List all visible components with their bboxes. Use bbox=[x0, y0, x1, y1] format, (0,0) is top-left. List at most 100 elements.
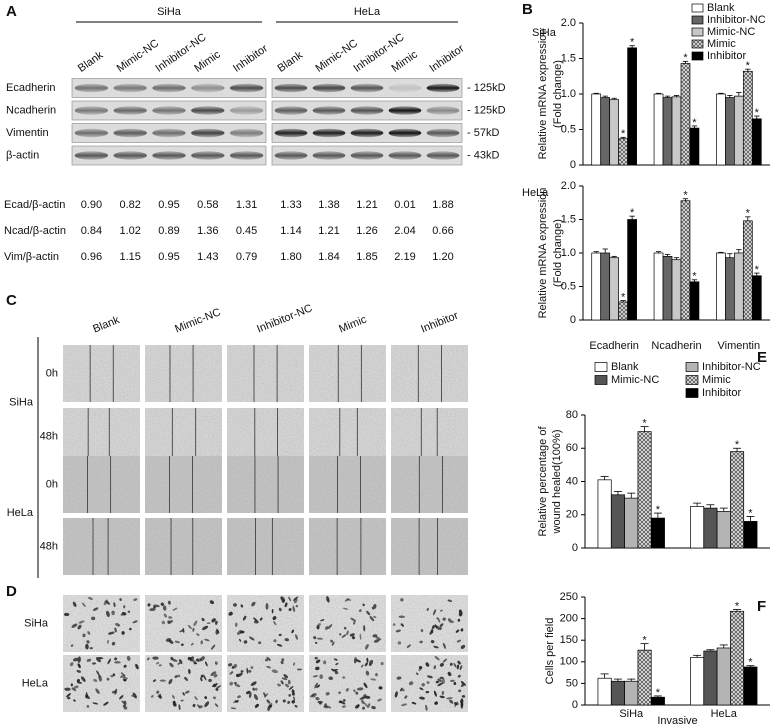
cell bbox=[169, 662, 174, 668]
cell bbox=[113, 602, 116, 608]
cell bbox=[167, 620, 171, 624]
row-label: SiHa bbox=[24, 617, 49, 629]
cell bbox=[212, 683, 217, 688]
significance-mark: * bbox=[656, 504, 661, 516]
cell bbox=[359, 697, 365, 700]
cell bbox=[441, 677, 445, 684]
cell bbox=[161, 620, 166, 625]
cell bbox=[80, 676, 86, 682]
cell bbox=[288, 596, 292, 602]
time-label: 0h bbox=[46, 478, 58, 490]
cell bbox=[160, 602, 165, 606]
blot-band bbox=[350, 83, 384, 93]
cell bbox=[296, 668, 302, 671]
cell bbox=[76, 678, 81, 683]
cell bbox=[281, 677, 288, 681]
legend-label: Mimic bbox=[707, 38, 736, 50]
cell bbox=[364, 662, 368, 667]
cell bbox=[251, 601, 256, 607]
cell bbox=[242, 615, 247, 621]
cell bbox=[318, 702, 322, 705]
bar bbox=[597, 479, 612, 549]
cell bbox=[458, 609, 463, 616]
cell bbox=[120, 672, 125, 677]
cell bbox=[434, 655, 440, 661]
cell bbox=[314, 641, 318, 644]
cell bbox=[293, 598, 298, 604]
cell bbox=[123, 706, 128, 710]
cell bbox=[315, 666, 320, 671]
cell bbox=[147, 603, 151, 607]
ratio-value: 1.15 bbox=[119, 251, 140, 263]
size-label: - 57kD bbox=[467, 127, 499, 139]
cell bbox=[157, 693, 162, 698]
cell bbox=[460, 684, 464, 687]
blot-band bbox=[229, 128, 264, 138]
cell bbox=[437, 617, 441, 623]
bar bbox=[689, 127, 700, 166]
cell bbox=[369, 615, 375, 622]
cell bbox=[320, 619, 325, 622]
ratio-value: 0.66 bbox=[432, 225, 453, 237]
cell bbox=[71, 687, 77, 692]
significance-mark: * bbox=[692, 271, 697, 283]
cell bbox=[107, 658, 111, 665]
x-tick-label: Ecadherin bbox=[589, 340, 639, 352]
cell bbox=[201, 617, 205, 622]
cell bbox=[120, 612, 125, 616]
cell bbox=[319, 674, 323, 680]
cell bbox=[172, 607, 178, 611]
cell bbox=[111, 690, 117, 694]
cell bbox=[419, 687, 424, 691]
y-tick-label: 100 bbox=[560, 656, 578, 668]
cell bbox=[72, 657, 79, 662]
cell bbox=[458, 689, 462, 693]
bar bbox=[600, 97, 611, 166]
cell bbox=[406, 644, 411, 648]
cell bbox=[330, 639, 333, 643]
micrograph-texture bbox=[227, 655, 304, 712]
cell bbox=[447, 671, 452, 677]
cell bbox=[106, 610, 110, 618]
cell bbox=[114, 661, 121, 664]
cell bbox=[421, 683, 425, 687]
cell bbox=[266, 665, 271, 669]
cell bbox=[229, 671, 234, 675]
cell bbox=[228, 663, 233, 667]
y-tick-label: 0 bbox=[570, 159, 576, 171]
significance-mark: * bbox=[683, 52, 688, 64]
cell bbox=[401, 688, 405, 692]
cell bbox=[126, 655, 131, 661]
cell bbox=[133, 598, 138, 601]
significance-mark: * bbox=[621, 128, 626, 140]
bar bbox=[730, 451, 745, 549]
cell bbox=[358, 609, 362, 613]
blot-band bbox=[388, 106, 422, 115]
cell bbox=[293, 662, 296, 666]
cell bbox=[253, 617, 258, 622]
cell bbox=[158, 664, 162, 667]
cell bbox=[200, 677, 203, 682]
cell bbox=[191, 642, 194, 646]
cell bbox=[420, 628, 424, 633]
bar bbox=[703, 507, 718, 549]
ratio-value: 1.21 bbox=[318, 225, 339, 237]
ratio-value: 1.14 bbox=[280, 225, 301, 237]
cell bbox=[70, 644, 74, 647]
y-tick-label: 2.0 bbox=[561, 17, 576, 29]
panel-label: B bbox=[522, 1, 533, 18]
lane-label: Blank bbox=[276, 49, 306, 75]
cell bbox=[204, 638, 210, 642]
micrograph-texture bbox=[63, 655, 140, 712]
cell bbox=[69, 662, 74, 667]
cell bbox=[294, 704, 298, 708]
bar bbox=[716, 511, 731, 549]
cell bbox=[313, 636, 317, 640]
cell bbox=[375, 672, 378, 677]
legend-swatch bbox=[594, 362, 608, 372]
cell bbox=[278, 607, 282, 612]
cell bbox=[341, 705, 347, 708]
cell bbox=[210, 644, 216, 650]
blot-band bbox=[74, 128, 109, 138]
